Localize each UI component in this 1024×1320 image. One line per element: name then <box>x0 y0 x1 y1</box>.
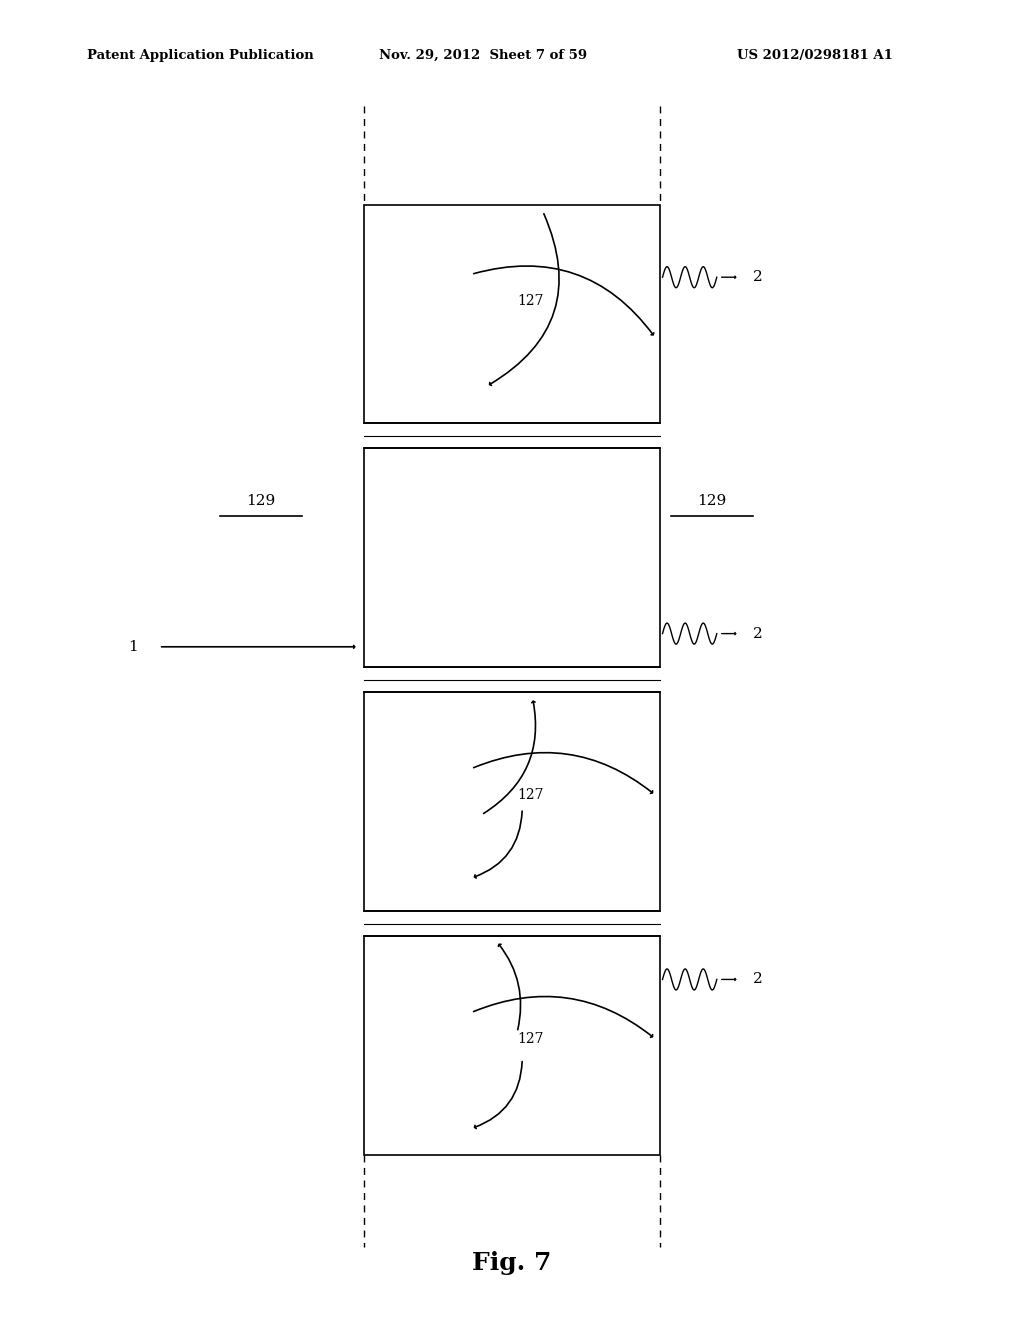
Text: US 2012/0298181 A1: US 2012/0298181 A1 <box>737 49 893 62</box>
Text: 129: 129 <box>697 494 726 508</box>
Text: 127: 127 <box>517 1032 544 1045</box>
Bar <box>364 205 660 424</box>
Bar <box>364 693 660 911</box>
Text: Fig. 7: Fig. 7 <box>472 1251 552 1275</box>
Text: Nov. 29, 2012  Sheet 7 of 59: Nov. 29, 2012 Sheet 7 of 59 <box>379 49 587 62</box>
Text: 2: 2 <box>753 271 763 284</box>
Text: 127: 127 <box>517 294 544 308</box>
Text: 2: 2 <box>753 627 763 640</box>
Bar <box>364 936 660 1155</box>
Text: Patent Application Publication: Patent Application Publication <box>87 49 313 62</box>
Text: 1: 1 <box>128 640 138 653</box>
Text: 129: 129 <box>247 494 275 508</box>
Bar <box>364 449 660 668</box>
Text: 2: 2 <box>753 973 763 986</box>
Text: 127: 127 <box>517 788 544 803</box>
